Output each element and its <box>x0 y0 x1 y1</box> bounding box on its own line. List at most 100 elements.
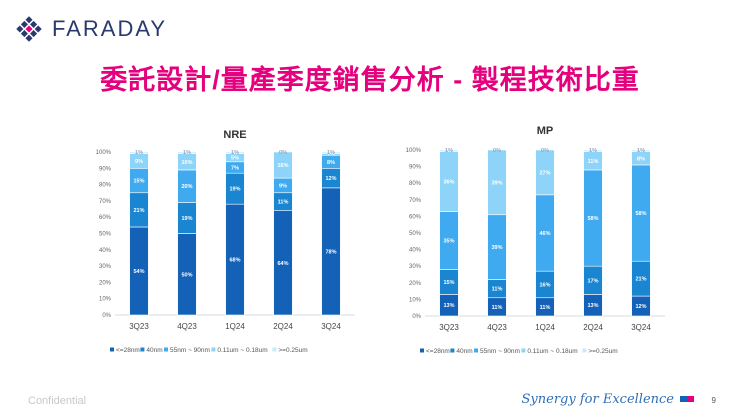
nre-legend-swatch <box>140 347 145 352</box>
tagline: Synergy for Excellence <box>521 392 674 407</box>
mp-data-label: 35% <box>443 238 454 244</box>
nre-category-label: 3Q24 <box>321 322 341 331</box>
mp-data-label: 0% <box>493 148 501 154</box>
mp-data-label: 39% <box>491 180 502 186</box>
nre-data-label: 10% <box>181 160 192 166</box>
mp-bar-segment <box>487 149 507 216</box>
nre-data-label: 9% <box>135 159 143 165</box>
nre-category-label: 4Q23 <box>177 322 197 331</box>
mp-ytick-label: 70% <box>409 198 422 204</box>
mp-legend-label: <=28nm <box>426 348 450 355</box>
nre-legend-label: 0.11um ~ 0.18um <box>217 347 267 354</box>
mp-data-label: 16% <box>539 282 550 288</box>
faraday-logo-mark <box>14 14 44 44</box>
mp-category-label: 3Q23 <box>439 323 459 332</box>
nre-legend-swatch <box>164 347 168 352</box>
nre-data-label: 1% <box>231 150 239 156</box>
nre-ytick-label: 20% <box>99 280 112 286</box>
nre-data-label: 8% <box>327 160 335 166</box>
nre-legend-swatch <box>272 347 277 352</box>
mp-data-label: 1% <box>445 148 453 154</box>
mp-data-label: 11% <box>540 305 551 311</box>
nre-legend-swatch <box>211 347 216 352</box>
nre-legend-label: <=28nm <box>116 347 140 354</box>
nre-ytick-label: 70% <box>99 199 112 205</box>
nre-ytick-label: 10% <box>99 297 112 303</box>
mp-data-label: 39% <box>491 245 502 251</box>
nre-bar-segment <box>177 151 197 154</box>
mp-data-label: 1% <box>637 148 645 154</box>
mp-data-label: 58% <box>587 216 598 222</box>
nre-bar-segment <box>273 151 293 179</box>
nre-data-label: 19% <box>229 187 240 193</box>
nre-data-label: 7% <box>231 165 239 171</box>
mp-chart-title: MP <box>537 125 554 137</box>
mp-legend-label: 55nm ~ 90nm <box>480 348 520 355</box>
mp-legend-label: 40nm <box>456 348 472 355</box>
mp-category-label: 2Q24 <box>583 323 603 332</box>
mp-data-label: 0% <box>541 148 549 154</box>
nre-data-label: 12% <box>325 176 336 182</box>
mp-ytick-label: 60% <box>409 214 422 220</box>
mp-legend-label: >=0.25um <box>588 348 617 355</box>
mp-data-label: 8% <box>637 156 645 162</box>
mp-legend-swatch <box>521 348 526 353</box>
mp-legend-label: 0.11um ~ 0.18um <box>527 348 577 355</box>
mp-bar-segment <box>535 149 555 196</box>
mp-data-label: 21% <box>635 277 646 283</box>
nre-bar-segment <box>321 151 341 154</box>
nre-ytick-label: 80% <box>99 183 112 189</box>
nre-ytick-label: 60% <box>99 215 112 221</box>
nre-legend-label: 55nm ~ 90nm <box>170 347 210 354</box>
nre-category-label: 2Q24 <box>273 322 293 331</box>
nre-chart: NRE 0% 10% 20% 30% 40% 50% 60% 70% 80% 90% 100% 54% 2… <box>96 129 355 354</box>
brand-name: FARADAY <box>52 16 168 41</box>
mp-category-label: 4Q23 <box>487 323 507 332</box>
nre-data-label: 15% <box>133 179 144 185</box>
nre-data-label: 1% <box>327 150 335 156</box>
mp-data-label: 58% <box>635 211 646 217</box>
nre-data-label: 1% <box>327 152 335 158</box>
nre-data-label: 19% <box>181 216 192 222</box>
mp-category-label: 1Q24 <box>535 323 555 332</box>
slide-title: 委託設計/量產季度銷售分析 - 製程技術比重 <box>100 65 640 95</box>
nre-data-label: 1% <box>183 150 191 156</box>
nre-data-label: 50% <box>181 272 192 278</box>
mp-data-label: 1% <box>589 148 597 154</box>
mp-ytick-label: 0% <box>412 314 421 320</box>
nre-data-label: 20% <box>181 184 192 190</box>
nre-legend-label: 40nm <box>146 347 162 354</box>
page-number: 9 <box>711 396 716 405</box>
nre-data-label: 11% <box>278 200 289 206</box>
mp-data-label: 13% <box>587 303 598 309</box>
mp-data-label: 11% <box>492 305 503 311</box>
mp-legend-swatch <box>582 348 587 353</box>
nre-data-label: 64% <box>277 261 288 267</box>
nre-category-label: 3Q23 <box>129 322 149 331</box>
mp-data-label: 36% <box>443 180 454 186</box>
mp-legend-swatch <box>450 348 455 353</box>
nre-ytick-label: 100% <box>96 150 112 156</box>
nre-data-label: 9% <box>279 183 287 189</box>
mp-data-label: 13% <box>443 303 454 309</box>
mp-ytick-label: 100% <box>406 148 422 154</box>
nre-legend-swatch <box>110 347 114 352</box>
faraday-logo: FARADAY <box>14 14 167 44</box>
mp-bar-segment <box>583 149 603 152</box>
confidential-label: Confidential <box>28 395 87 407</box>
mp-data-label: 11% <box>588 159 599 165</box>
nre-data-label: 54% <box>133 269 144 275</box>
nre-ytick-label: 0% <box>102 313 111 319</box>
mp-data-label: 17% <box>587 278 598 284</box>
nre-data-label: 0% <box>279 150 287 156</box>
mp-ytick-label: 30% <box>409 264 422 270</box>
mp-data-label: 46% <box>539 231 550 237</box>
mp-ytick-label: 20% <box>409 281 422 287</box>
nre-chart-title: NRE <box>223 129 246 141</box>
nre-bar-segment <box>129 151 149 154</box>
nre-data-label: 68% <box>229 258 240 264</box>
mp-legend-swatch <box>420 348 424 353</box>
mp-ytick-label: 50% <box>409 231 422 237</box>
nre-ytick-label: 30% <box>99 264 112 270</box>
mp-data-label: 12% <box>635 304 646 310</box>
